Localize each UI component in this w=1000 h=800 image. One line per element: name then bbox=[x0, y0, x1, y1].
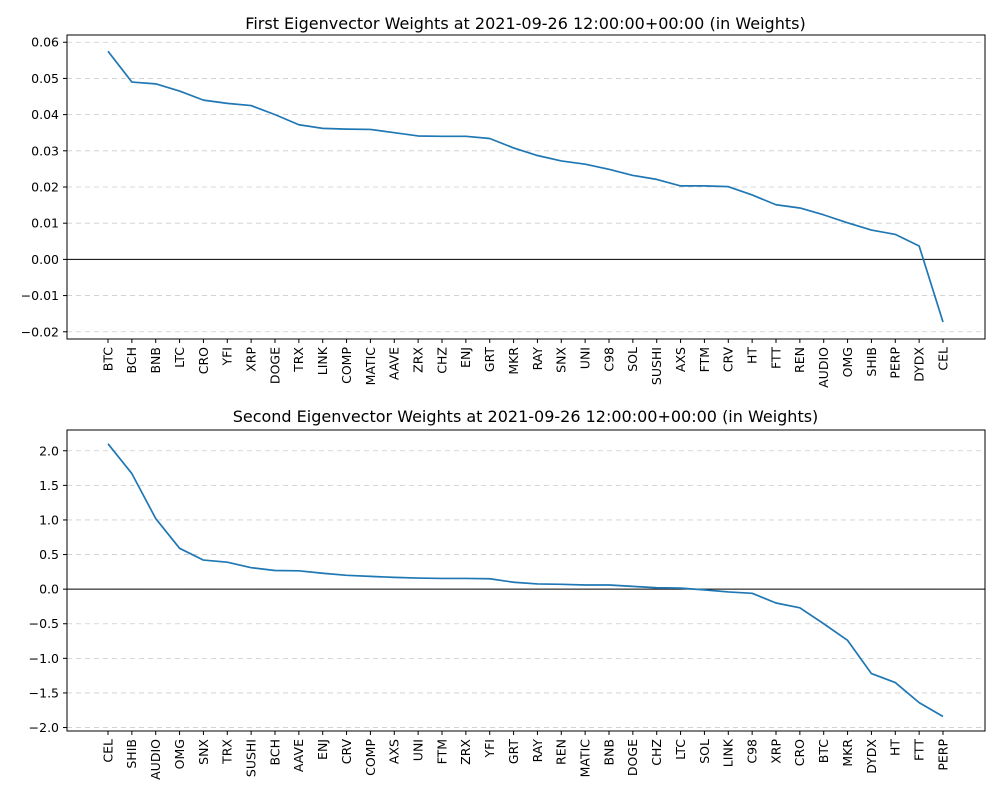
y-tick-label: 1.5 bbox=[39, 478, 59, 493]
x-tick-label: REN bbox=[554, 739, 569, 765]
y-tick-label: 0.04 bbox=[31, 107, 59, 122]
x-tick-label: PERP bbox=[888, 347, 903, 379]
chart-title: First Eigenvector Weights at 2021-09-26 … bbox=[245, 14, 805, 33]
x-tick-label: CHZ bbox=[649, 739, 664, 766]
x-tick-label: DOGE bbox=[267, 347, 282, 384]
x-tick-label: LINK bbox=[721, 738, 736, 767]
x-tick-label: MKR bbox=[506, 347, 521, 375]
x-tick-label: C98 bbox=[745, 739, 760, 764]
chart-title: Second Eigenvector Weights at 2021-09-26… bbox=[233, 407, 819, 426]
x-tick-label: AUDIO bbox=[148, 739, 163, 780]
x-tick-label: BNB bbox=[148, 347, 163, 374]
y-tick-label: −2.0 bbox=[29, 720, 59, 735]
x-tick-label: AXS bbox=[387, 739, 402, 764]
x-tick-label: HT bbox=[888, 739, 903, 756]
x-tick-label: SNX bbox=[554, 347, 569, 373]
y-tick-label: 0.05 bbox=[31, 71, 59, 86]
x-tick-label: ZRX bbox=[411, 347, 426, 373]
x-tick-label: SHIB bbox=[864, 347, 879, 377]
y-tick-label: 0.01 bbox=[31, 216, 59, 231]
x-tick-label: SOL bbox=[625, 347, 640, 372]
x-tick-label: BNB bbox=[601, 739, 616, 766]
x-tick-label: LTC bbox=[673, 739, 688, 760]
x-tick-label: BCH bbox=[124, 347, 139, 373]
x-tick-label: PERP bbox=[935, 739, 950, 771]
x-tick-label: UNI bbox=[578, 347, 593, 369]
x-tick-label: MATIC bbox=[578, 739, 593, 778]
x-tick-label: UNI bbox=[411, 739, 426, 761]
x-tick-label: COMP bbox=[363, 739, 378, 776]
plot-frame bbox=[66, 429, 986, 732]
first-eigenvector-chart: First Eigenvector Weights at 2021-09-26 … bbox=[21, 14, 986, 388]
series-line bbox=[107, 443, 944, 718]
x-tick-label: SOL bbox=[697, 739, 712, 764]
x-tick-label: DYDX bbox=[864, 739, 879, 774]
x-tick-label: CRO bbox=[792, 739, 807, 766]
x-tick-label: GRT bbox=[482, 347, 497, 372]
y-tick-label: 0.03 bbox=[31, 143, 59, 158]
y-tick-label: 0.5 bbox=[39, 547, 59, 562]
y-tick-label: 0.06 bbox=[31, 35, 59, 50]
x-tick-label: AAVE bbox=[291, 739, 306, 772]
x-tick-label: BCH bbox=[267, 739, 282, 765]
x-tick-label: SHIB bbox=[124, 739, 139, 769]
y-tick-label: −1.5 bbox=[29, 685, 59, 700]
x-tick-label: DOGE bbox=[625, 739, 640, 776]
second-eigenvector-chart: Second Eigenvector Weights at 2021-09-26… bbox=[29, 407, 986, 780]
x-tick-label: ENJ bbox=[458, 347, 473, 368]
y-tick-label: −0.01 bbox=[21, 288, 59, 303]
x-tick-label: AUDIO bbox=[816, 347, 831, 388]
y-tick-label: −0.02 bbox=[21, 324, 59, 339]
x-tick-label: YFI bbox=[220, 347, 235, 367]
x-tick-label: XRP bbox=[244, 347, 259, 372]
x-tick-label: ENJ bbox=[315, 739, 330, 760]
x-tick-label: RAY bbox=[530, 739, 545, 763]
x-tick-label: SUSHI bbox=[244, 739, 259, 777]
y-tick-label: 0.0 bbox=[39, 582, 59, 597]
x-tick-label: BTC bbox=[100, 347, 115, 371]
x-tick-label: REN bbox=[792, 347, 807, 373]
x-tick-label: SUSHI bbox=[649, 347, 664, 385]
x-tick-label: ZRX bbox=[458, 739, 473, 765]
x-tick-label: AXS bbox=[673, 347, 688, 372]
x-tick-label: LTC bbox=[172, 347, 187, 368]
x-tick-label: FTT bbox=[912, 739, 927, 761]
x-tick-label: COMP bbox=[339, 347, 354, 384]
x-tick-label: XRP bbox=[768, 739, 783, 764]
x-tick-label: FTT bbox=[768, 347, 783, 369]
x-tick-label: FTM bbox=[434, 739, 449, 764]
x-tick-label: RAY bbox=[530, 347, 545, 371]
x-tick-label: OMG bbox=[172, 739, 187, 769]
x-tick-label: MKR bbox=[840, 739, 855, 767]
x-tick-label: CRO bbox=[196, 347, 211, 374]
x-tick-label: FTM bbox=[697, 347, 712, 372]
y-tick-label: 0.00 bbox=[31, 252, 59, 267]
x-tick-label: C98 bbox=[601, 347, 616, 372]
x-tick-label: CEL bbox=[100, 739, 115, 763]
x-tick-label: CRV bbox=[721, 347, 736, 373]
y-tick-label: −0.5 bbox=[29, 616, 59, 631]
series-line bbox=[107, 50, 944, 323]
x-tick-label: GRT bbox=[506, 739, 521, 764]
y-tick-label: 2.0 bbox=[39, 443, 59, 458]
x-tick-label: LINK bbox=[315, 346, 330, 375]
x-tick-label: OMG bbox=[840, 347, 855, 377]
x-tick-label: MATIC bbox=[363, 347, 378, 386]
x-tick-label: YFI bbox=[482, 739, 497, 759]
x-tick-label: CHZ bbox=[434, 347, 449, 374]
x-tick-label: DYDX bbox=[912, 347, 927, 382]
x-tick-label: HT bbox=[745, 347, 760, 364]
y-tick-label: 1.0 bbox=[39, 512, 59, 527]
x-tick-label: SNX bbox=[196, 739, 211, 765]
x-tick-label: TRX bbox=[220, 739, 235, 765]
y-tick-label: −1.0 bbox=[29, 651, 59, 666]
x-tick-label: CEL bbox=[935, 347, 950, 371]
x-tick-label: AAVE bbox=[387, 347, 402, 380]
x-tick-label: BTC bbox=[816, 739, 831, 763]
x-tick-label: TRX bbox=[291, 347, 306, 373]
x-tick-label: CRV bbox=[339, 739, 354, 765]
y-tick-label: 0.02 bbox=[31, 180, 59, 195]
